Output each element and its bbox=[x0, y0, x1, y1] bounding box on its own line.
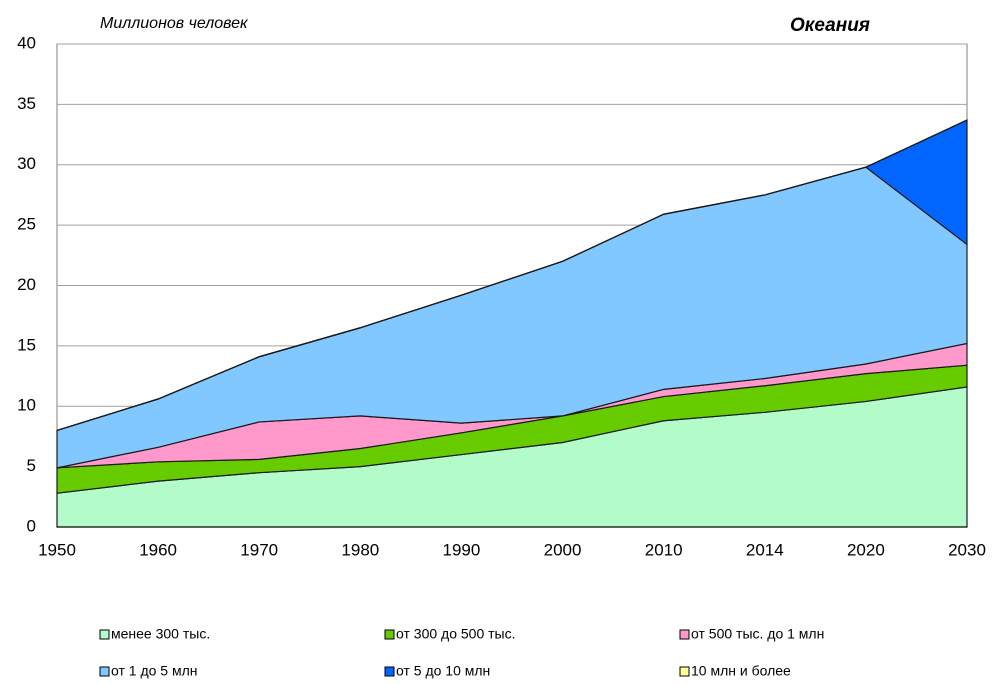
legend-label: от 300 до 500 тыс. bbox=[396, 626, 516, 642]
y-tick-label: 15 bbox=[17, 335, 36, 354]
area bbox=[56, 119, 968, 431]
y-tick-label: 10 bbox=[17, 396, 36, 415]
x-tick-label: 2030 bbox=[948, 540, 986, 559]
legend-label: от 500 тыс. до 1 млн bbox=[691, 626, 824, 642]
x-tick-label: 1980 bbox=[341, 540, 379, 559]
y-tick-label: 0 bbox=[27, 516, 36, 535]
legend-swatch bbox=[384, 629, 395, 640]
legend-swatch bbox=[99, 629, 110, 640]
x-tick-label: 2010 bbox=[645, 540, 683, 559]
y-tick-label: 40 bbox=[17, 33, 36, 52]
x-tick-label: 2014 bbox=[746, 540, 784, 559]
y-tick-label: 30 bbox=[17, 154, 36, 173]
legend-label: 10 млн и более bbox=[691, 663, 791, 679]
chart-title: Океания bbox=[790, 15, 870, 36]
legend-swatch bbox=[679, 666, 690, 677]
legend-label: от 5 до 10 млн bbox=[396, 663, 490, 679]
legend-label: менее 300 тыс. bbox=[111, 626, 210, 642]
x-tick-label: 1970 bbox=[240, 540, 278, 559]
x-tick-label: 2020 bbox=[847, 540, 885, 559]
y-tick-label: 35 bbox=[17, 94, 36, 113]
y-axis-label: Миллионов человек bbox=[100, 15, 249, 32]
legend-swatch bbox=[99, 666, 110, 677]
x-tick-label: 2000 bbox=[544, 540, 582, 559]
x-tick-label: 1990 bbox=[443, 540, 481, 559]
x-tick-label: 1950 bbox=[38, 540, 76, 559]
legend-swatch bbox=[384, 666, 395, 677]
legend-swatch bbox=[679, 629, 690, 640]
y-tick-label: 25 bbox=[17, 215, 36, 234]
y-tick-label: 20 bbox=[17, 275, 36, 294]
x-tick-label: 1960 bbox=[139, 540, 177, 559]
y-tick-label: 5 bbox=[27, 456, 36, 475]
legend-label: от 1 до 5 млн bbox=[111, 663, 198, 679]
